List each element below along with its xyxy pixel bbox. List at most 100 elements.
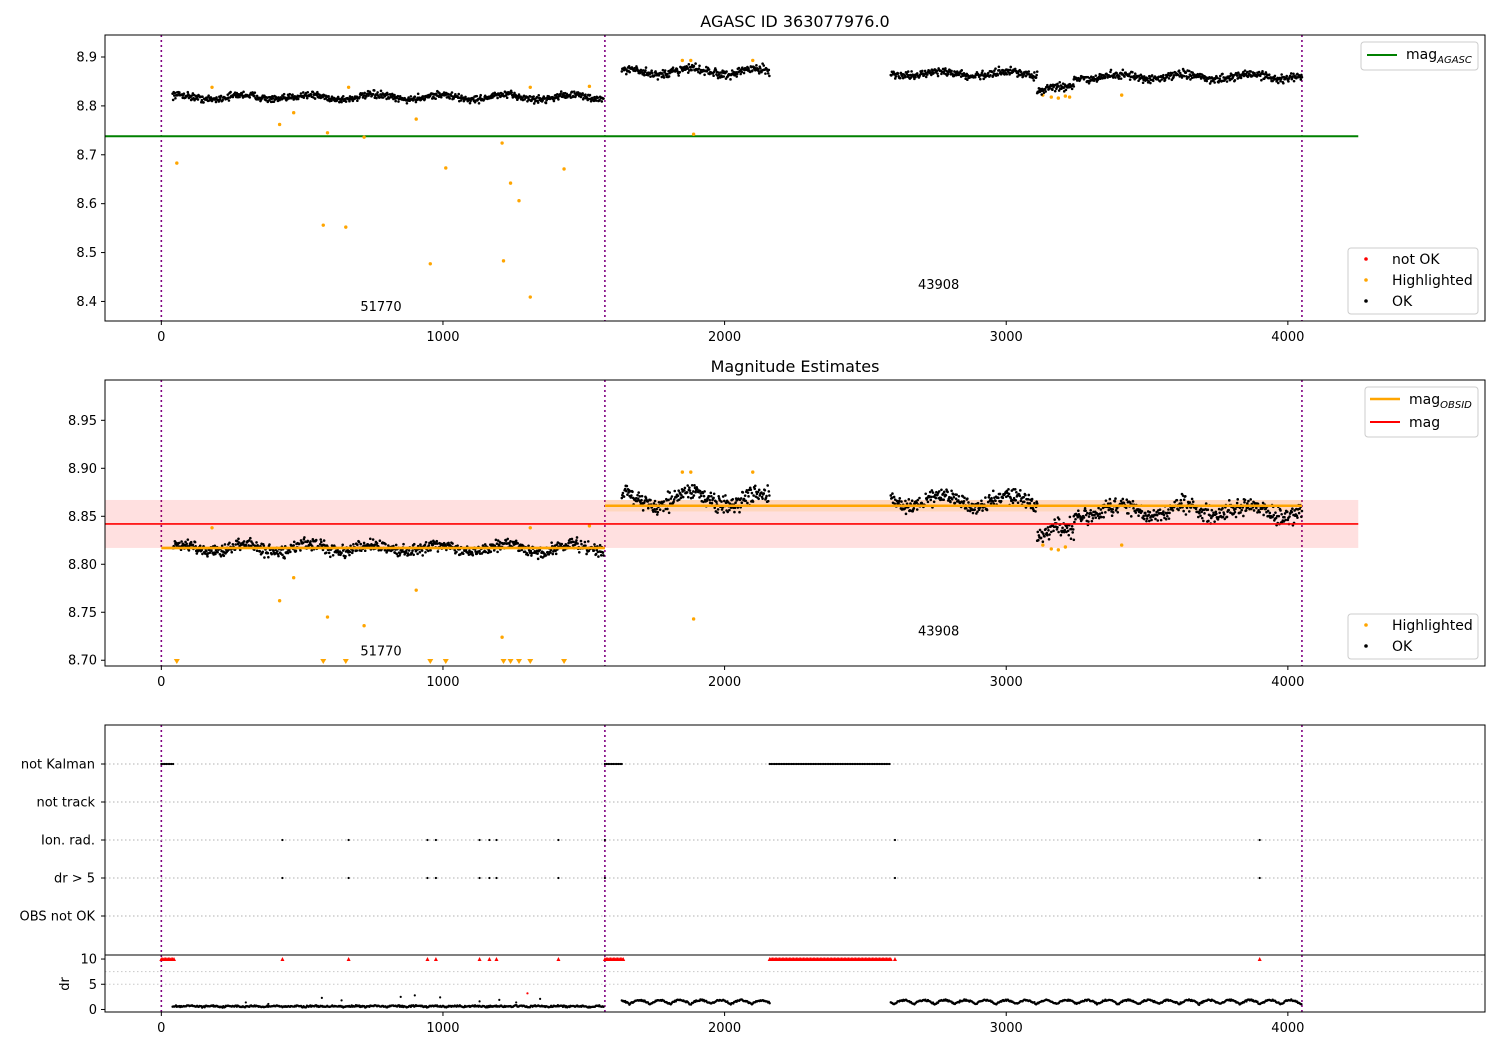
ok-point [182, 92, 186, 96]
ok-point [1057, 517, 1061, 521]
ok-point [201, 95, 204, 98]
ok-point [937, 490, 941, 493]
ok-point [371, 543, 374, 547]
highlighted-point [500, 141, 504, 145]
ok-point [717, 71, 720, 74]
flag-row-label: OBS not OK [20, 910, 96, 925]
ok-point [1055, 528, 1059, 531]
ok-point [646, 500, 650, 503]
ok-point [421, 554, 424, 557]
ok-point [1034, 510, 1037, 513]
ok-point [1182, 498, 1186, 501]
ok-point [1218, 77, 1222, 80]
ok-point [1100, 515, 1103, 519]
ok-point [214, 552, 217, 556]
ok-point [760, 491, 763, 494]
ok-point [1013, 67, 1017, 71]
ok-point [305, 96, 309, 100]
ok-point [951, 493, 955, 496]
ok-point [359, 542, 363, 546]
ok-point [357, 540, 361, 544]
ok-point [318, 543, 322, 546]
ok-point [1243, 69, 1247, 72]
ok-point [725, 70, 728, 73]
ok-point [1246, 70, 1249, 74]
ok-point [1114, 76, 1117, 79]
ok-point [724, 501, 728, 505]
ok-point [730, 69, 734, 72]
ok-point [351, 99, 355, 103]
ok-point [348, 99, 351, 103]
ok-point [1279, 509, 1282, 512]
legend-not-ok-label: not OK [1392, 252, 1440, 268]
ok-point [405, 101, 409, 105]
flag-point [281, 838, 284, 842]
ok-point [1152, 509, 1156, 512]
ok-point [1290, 510, 1294, 514]
ok-point [1072, 538, 1076, 542]
flag-point [851, 762, 854, 766]
ok-point [234, 543, 237, 546]
ok-point [1115, 71, 1118, 75]
dr-scatter-point [340, 999, 343, 1002]
ok-point [944, 493, 948, 497]
ok-point [705, 499, 709, 503]
highlighted-point [1049, 547, 1053, 551]
ok-point [1296, 516, 1299, 519]
ok-point [1187, 69, 1191, 73]
ok-point [1187, 75, 1191, 79]
ok-point [602, 554, 605, 557]
ok-point [1097, 75, 1101, 78]
ok-point [992, 502, 996, 505]
ok-point [729, 78, 732, 81]
ok-point [289, 550, 292, 554]
ok-point [303, 536, 306, 539]
ok-point [455, 550, 458, 554]
ok-point [1225, 515, 1229, 519]
ok-point [910, 70, 913, 73]
ok-point [1064, 88, 1068, 92]
ok-point [1111, 508, 1114, 511]
ok-point [1009, 496, 1013, 500]
x-tick-label: 3000 [990, 330, 1023, 345]
flag-point [795, 762, 798, 766]
dr-scatter-point [244, 1001, 247, 1004]
ok-point [386, 93, 390, 96]
x-tick-label: 2000 [708, 675, 741, 690]
ok-point [270, 95, 274, 98]
ok-point [1119, 77, 1123, 80]
ok-point [1038, 528, 1042, 532]
ok-point [407, 553, 410, 557]
legend-mag-label: mag [1409, 415, 1440, 431]
ok-point [904, 499, 907, 503]
ok-point [698, 496, 701, 499]
ok-point [464, 95, 467, 99]
ok-point [1099, 508, 1103, 511]
ok-point [766, 499, 770, 503]
flag-point [875, 762, 878, 766]
ok-point [924, 492, 927, 496]
ok-point [698, 489, 702, 493]
ok-point [1108, 497, 1112, 501]
ok-point [701, 491, 705, 495]
ok-point [392, 544, 395, 548]
ok-point [1001, 496, 1005, 500]
ok-point [1005, 72, 1009, 76]
ok-point [1111, 510, 1115, 514]
ok-point [654, 71, 658, 75]
ok-point [351, 549, 355, 552]
ok-point [653, 508, 656, 511]
ok-point [1146, 77, 1149, 80]
ok-point [1289, 72, 1293, 75]
highlighted-point [175, 161, 179, 165]
ok-point [980, 71, 984, 75]
highlighted-point [325, 615, 330, 619]
highlighted-point [689, 470, 693, 474]
ok-point [313, 97, 317, 100]
ok-point [505, 96, 509, 100]
flag-point [780, 762, 783, 766]
ok-point [985, 508, 989, 512]
ok-point [1200, 516, 1204, 520]
ok-point [1204, 502, 1208, 505]
